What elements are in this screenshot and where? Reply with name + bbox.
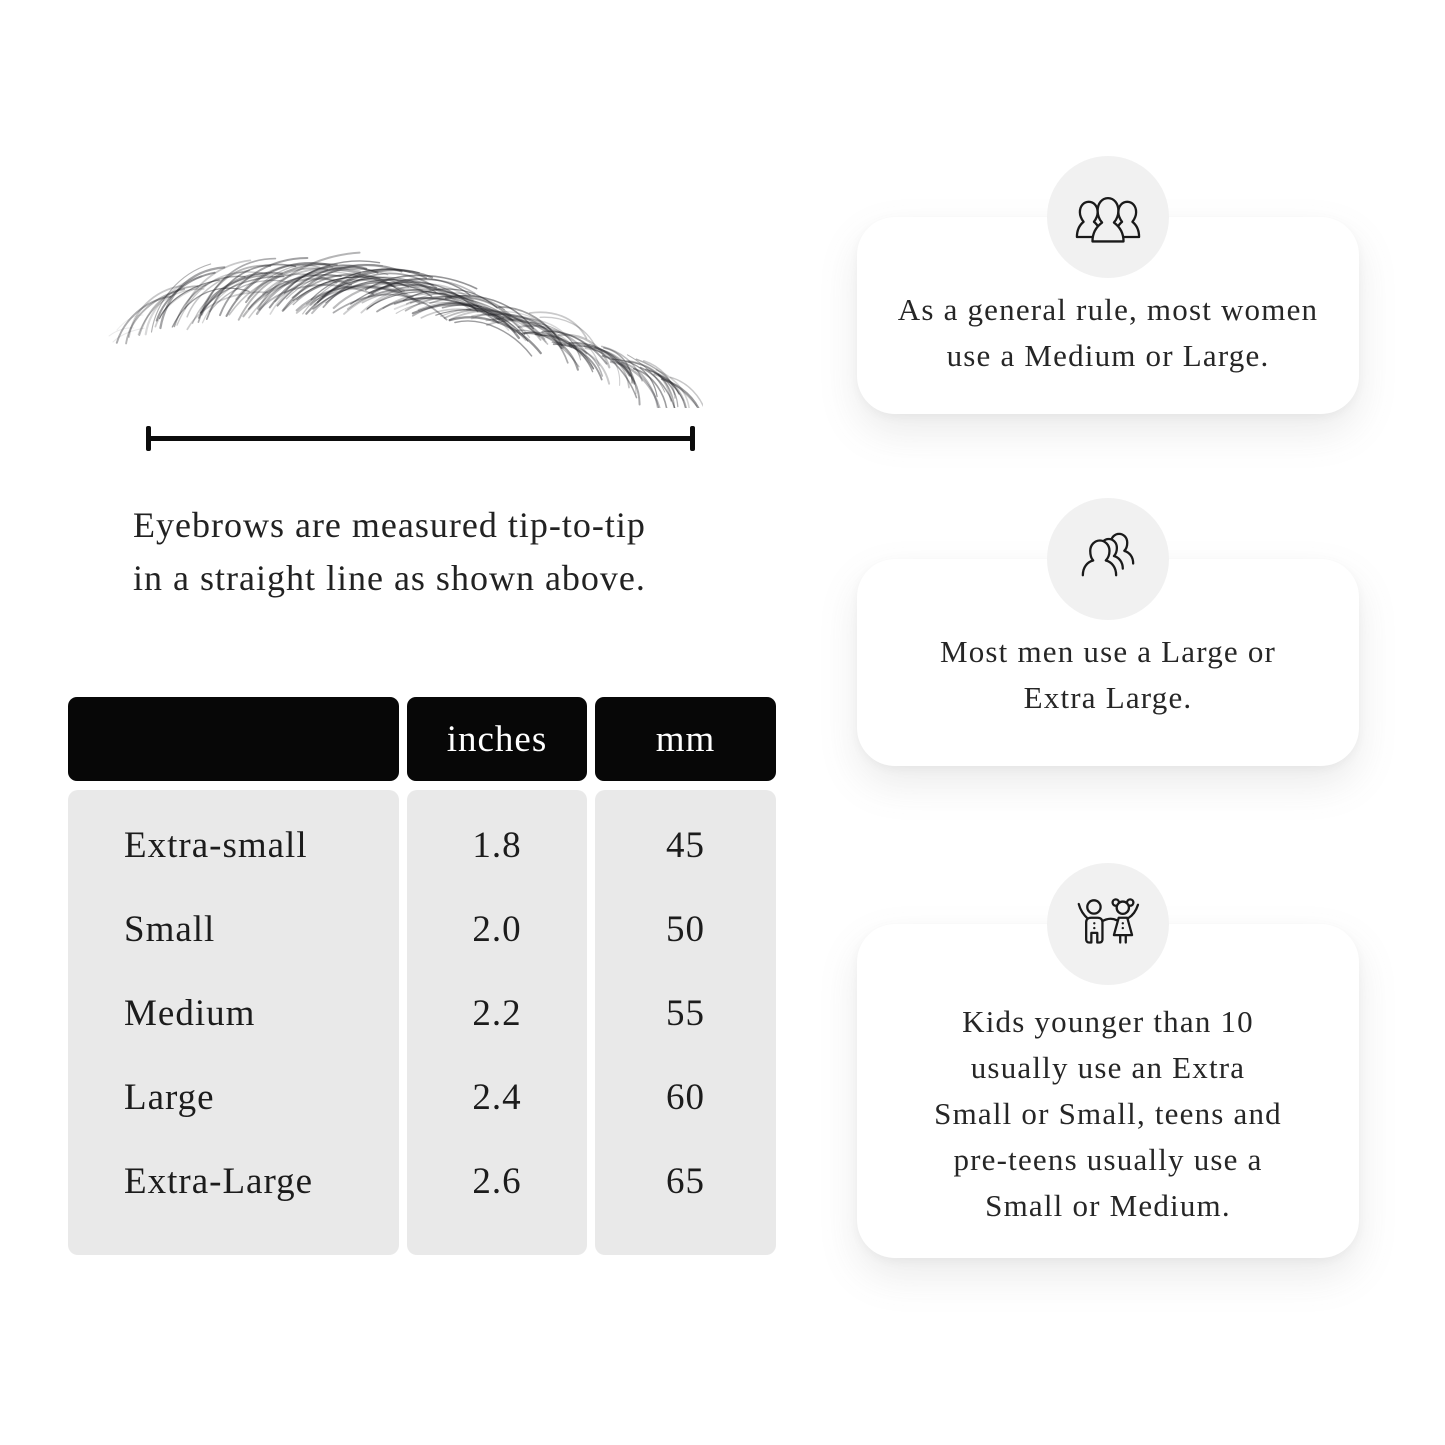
eyebrow-illustration (108, 251, 703, 408)
info-card-women: As a general rule, most women use a Medi… (857, 156, 1359, 414)
table-header-inches: inches (407, 697, 587, 781)
card-text-women: As a general rule, most women use a Medi… (875, 287, 1341, 379)
women-group-icon (1075, 196, 1141, 243)
card-text-line: Most men use a Large or (939, 634, 1277, 669)
kids-icon (1077, 898, 1140, 944)
measurement-caption: Eyebrows are measured tip-to-tip in a st… (133, 499, 753, 605)
table-cell-mm: 65 (666, 1160, 705, 1202)
card-text-line: use a Medium or Large. (946, 338, 1270, 373)
card-text-line: Small or Medium. (985, 1188, 1231, 1223)
table-cell-inches: 2.6 (472, 1160, 522, 1202)
table-row-label: Extra-small (124, 824, 308, 866)
table-cell-mm: 50 (666, 908, 705, 950)
table-header-mm: mm (595, 697, 776, 781)
card-text-line: pre-teens usually use a (953, 1142, 1263, 1177)
table-row-label: Medium (124, 992, 256, 1034)
caption-line-2: in a straight line as shown above. (133, 558, 646, 598)
table-cell-inches: 2.2 (472, 992, 522, 1034)
table-cell-mm: 45 (666, 824, 705, 866)
table-row-label: Small (124, 908, 216, 950)
table-cell-inches: 1.8 (472, 824, 522, 866)
table-column-mm: 45 50 55 60 65 (595, 790, 776, 1255)
table-cell-mm: 60 (666, 1076, 705, 1118)
measurement-line (146, 426, 695, 451)
card-text-line: As a general rule, most women (897, 292, 1319, 327)
measurement-bar (147, 436, 694, 441)
card-text-line: Extra Large. (1023, 680, 1193, 715)
men-group-icon (1081, 532, 1135, 577)
card-text-kids: Kids younger than 10 usually use an Extr… (875, 999, 1341, 1229)
table-row-label: Extra-Large (124, 1160, 314, 1202)
icon-circle (1047, 498, 1169, 620)
card-text-line: Kids younger than 10 (962, 1004, 1254, 1039)
caption-line-1: Eyebrows are measured tip-to-tip (133, 505, 646, 545)
table-cell-mm: 55 (666, 992, 705, 1034)
table-header-size (68, 697, 399, 781)
card-text-line: usually use an Extra (970, 1050, 1246, 1085)
card-text-line: Small or Small, teens and (934, 1096, 1282, 1131)
table-cell-inches: 2.0 (472, 908, 522, 950)
card-text-men: Most men use a Large or Extra Large. (875, 629, 1341, 721)
info-card-kids: Kids younger than 10 usually use an Extr… (857, 863, 1359, 1258)
table-column-inches: 1.8 2.0 2.2 2.4 2.6 (407, 790, 587, 1255)
table-row-label: Large (124, 1076, 215, 1118)
table-column-size: Extra-small Small Medium Large Extra-Lar… (68, 790, 399, 1255)
table-cell-inches: 2.4 (472, 1076, 522, 1118)
info-card-men: Most men use a Large or Extra Large. (857, 498, 1359, 766)
icon-circle (1047, 863, 1169, 985)
measurement-end-cap-right (690, 426, 695, 451)
icon-circle (1047, 156, 1169, 278)
